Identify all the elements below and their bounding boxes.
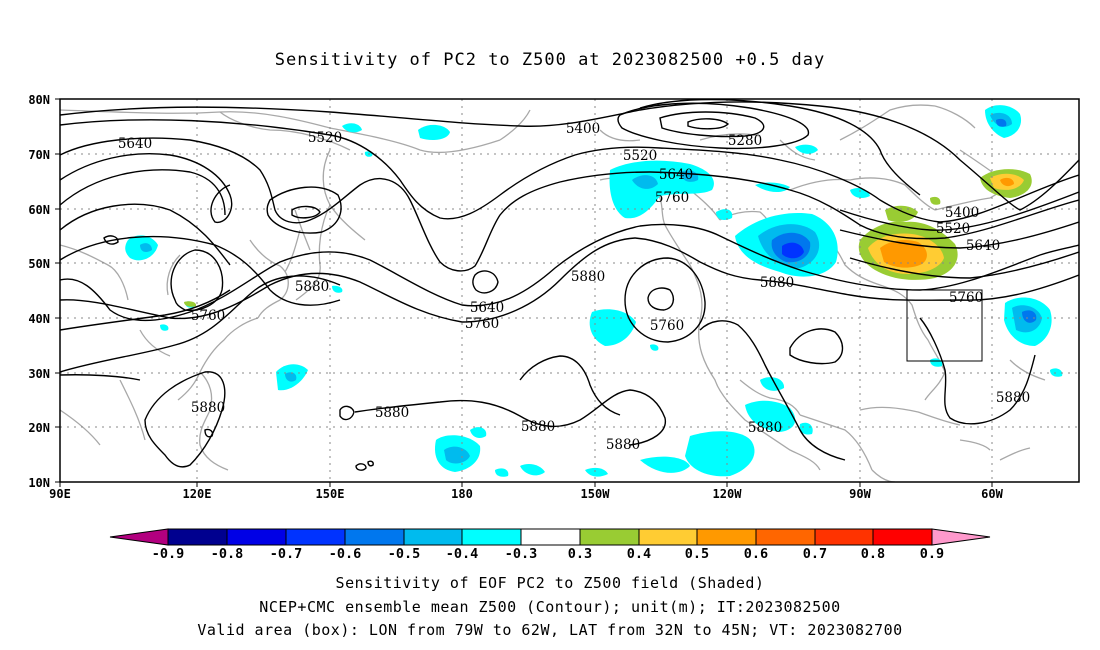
colorbar-swatch-pos-08 [872,528,933,546]
contour-label: 5880 [606,437,640,453]
colorbar-label: 0.5 [685,546,709,562]
shading-neg-07 [782,242,804,259]
contour-label: 5880 [375,405,409,421]
colorbar-left-tip [109,528,169,546]
shaded-sensitivity [125,105,1063,477]
z500-contours [60,99,1079,471]
colorbar-swatch-pos-05 [696,528,757,546]
colorbar-label: 0.8 [861,546,885,562]
contour-label: 5640 [966,238,1000,254]
contour-label: 5520 [623,148,657,164]
colorbar-swatch-pos-03 [579,528,640,546]
lon-label-120w: 120W [713,487,743,501]
lat-label-40n: 40N [28,312,50,326]
map-title: Sensitivity of PC2 to Z500 at 2023082500… [274,50,826,70]
colorbar-swatch-pos-06 [755,528,816,546]
latitude-labels: 80N 70N 60N 50N 40N 30N 20N 10N [28,93,50,490]
colorbar-label: -0.5 [388,546,421,562]
colorbar-swatch-mid [520,528,581,546]
lon-label-90w: 90W [849,487,871,501]
contour-label: 5760 [191,308,225,324]
colorbar-label: -0.8 [211,546,244,562]
colorbar-swatch-neg-05 [403,528,463,546]
contour-label: 5880 [521,419,555,435]
colorbar-label: 0.6 [744,546,768,562]
caption-line-2: NCEP+CMC ensemble mean Z500 (Contour); u… [259,598,841,616]
axis-ticks [55,98,993,487]
colorbar-label: -0.7 [270,546,303,562]
contour-label: 5400 [945,205,979,221]
valid-area-box [906,289,983,362]
contour-label: 5880 [571,269,605,285]
contour-label: 5880 [996,390,1030,406]
colorbar-label: 0.9 [920,546,944,562]
colorbar-swatch-pos-07 [814,528,874,546]
caption-line-1: Sensitivity of EOF PC2 to Z500 field (Sh… [335,574,765,592]
lat-label-80n: 80N [28,93,50,107]
contour-label: 5400 [566,121,600,137]
colorbar-right-tip [931,528,991,546]
contour-label: 5520 [936,221,970,237]
sensitivity-map: 5640 5520 5400 5280 5520 5640 5760 5400 … [28,93,1080,562]
colorbar-swatch-neg-07 [285,528,346,546]
colorbar-label: -0.6 [329,546,362,562]
caption-line-3: Valid area (box): LON from 79W to 62W, L… [197,621,903,639]
lat-label-50n: 50N [28,257,50,271]
contour-label: 5880 [760,275,794,291]
contour-label: 5760 [949,290,983,306]
lat-label-30n: 30N [28,367,50,381]
contour-label: 5880 [191,400,225,416]
lon-label-120e: 120E [183,487,212,501]
lat-label-70n: 70N [28,148,50,162]
colorbar-label: 0.3 [568,546,592,562]
longitude-labels: 90E 120E 150E 180 150W 120W 90W 60W [49,487,1003,501]
shading-neg-05 [140,112,1042,464]
grid [60,99,1079,482]
contour-label: 5760 [650,318,684,334]
shading-neg-04 [125,105,1063,477]
contour-label: 5520 [308,130,342,146]
lat-label-20n: 20N [28,421,50,435]
colorbar-label: -0.9 [152,546,185,562]
colorbar-label: -0.4 [446,546,479,562]
colorbar-swatch-neg-06 [344,528,405,546]
contour-labels: 5640 5520 5400 5280 5520 5640 5760 5400 … [118,121,1030,453]
contour-label: 5280 [728,133,762,149]
colorbar: -0.9 -0.8 -0.7 -0.6 -0.5 -0.4 -0.3 0.3 0… [109,528,991,562]
lat-label-60n: 60N [28,203,50,217]
lon-label-150e: 150E [316,487,345,501]
contour-label: 5640 [470,300,504,316]
lon-label-150w: 150W [581,487,611,501]
colorbar-swatch-pos-04 [638,528,698,546]
colorbar-swatch-neg-04 [461,528,522,546]
contour-label: 5760 [655,190,689,206]
colorbar-label: 0.7 [803,546,827,562]
lon-label-180: 180 [451,487,473,501]
colorbar-label: -0.3 [505,546,538,562]
contour-label: 5760 [465,316,499,332]
lat-label-10n: 10N [28,476,50,490]
colorbar-labels: -0.9 -0.8 -0.7 -0.6 -0.5 -0.4 -0.3 0.3 0… [152,546,944,562]
colorbar-swatch-neg-08 [226,528,287,546]
contour-label: 5880 [295,279,329,295]
map-frame [59,98,1080,483]
contour-label: 5640 [659,167,693,183]
lon-label-90e: 90E [49,487,71,501]
colorbar-label: 0.4 [627,546,651,562]
lon-label-60w: 60W [981,487,1003,501]
contour-label: 5880 [748,420,782,436]
colorbar-swatch-neg-09 [167,528,228,546]
shading-pos-06 [880,177,1014,268]
contour-label: 5640 [118,136,152,152]
